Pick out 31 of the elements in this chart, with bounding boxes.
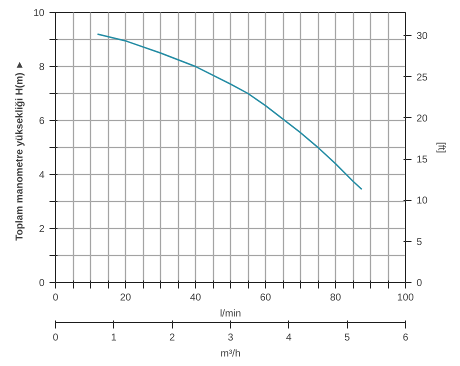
x2-tick-label: 1 xyxy=(111,332,118,344)
y2-tick-label: 25 xyxy=(416,72,428,84)
y2-tick-label: 0 xyxy=(416,278,422,289)
x-tick-label: 20 xyxy=(120,292,132,304)
x2-tick-label: 4 xyxy=(286,332,292,344)
y2-tick-label: 5 xyxy=(416,236,422,248)
y-axis-title: Toplam manometre yüksekliği H(m) ► xyxy=(14,60,26,241)
x2-tick-label: 0 xyxy=(52,332,59,344)
y-tick-label: 0 xyxy=(38,278,45,289)
y2-tick-label: 30 xyxy=(416,31,428,42)
y-tick-label: 10 xyxy=(33,8,45,19)
y2-tick-label: 20 xyxy=(416,113,428,124)
y-tick-label: 6 xyxy=(38,116,45,127)
x-tick-label: 0 xyxy=(52,292,59,304)
x-tick-label: 100 xyxy=(397,292,414,304)
x2-tick-label: 2 xyxy=(169,332,176,344)
x2-tick-label: 5 xyxy=(344,332,350,344)
y2-axis-title: [ft] xyxy=(436,142,447,154)
y-tick-label: 8 xyxy=(38,62,45,73)
x2-tick-label: 6 xyxy=(402,332,409,344)
x2-tick-label: 3 xyxy=(228,332,234,344)
x-tick-label: 40 xyxy=(190,292,202,304)
y2-tick-label: 15 xyxy=(416,154,428,166)
x-axis-title: l/min xyxy=(220,308,242,320)
y-tick-label: 4 xyxy=(38,170,45,181)
y2-tick-label: 10 xyxy=(416,196,428,207)
x2-axis-title: m³/h xyxy=(220,348,240,360)
y-tick-label: 2 xyxy=(38,224,45,235)
x-tick-label: 60 xyxy=(260,292,272,304)
line-series xyxy=(96,33,362,190)
x-tick-label: 80 xyxy=(330,292,342,304)
